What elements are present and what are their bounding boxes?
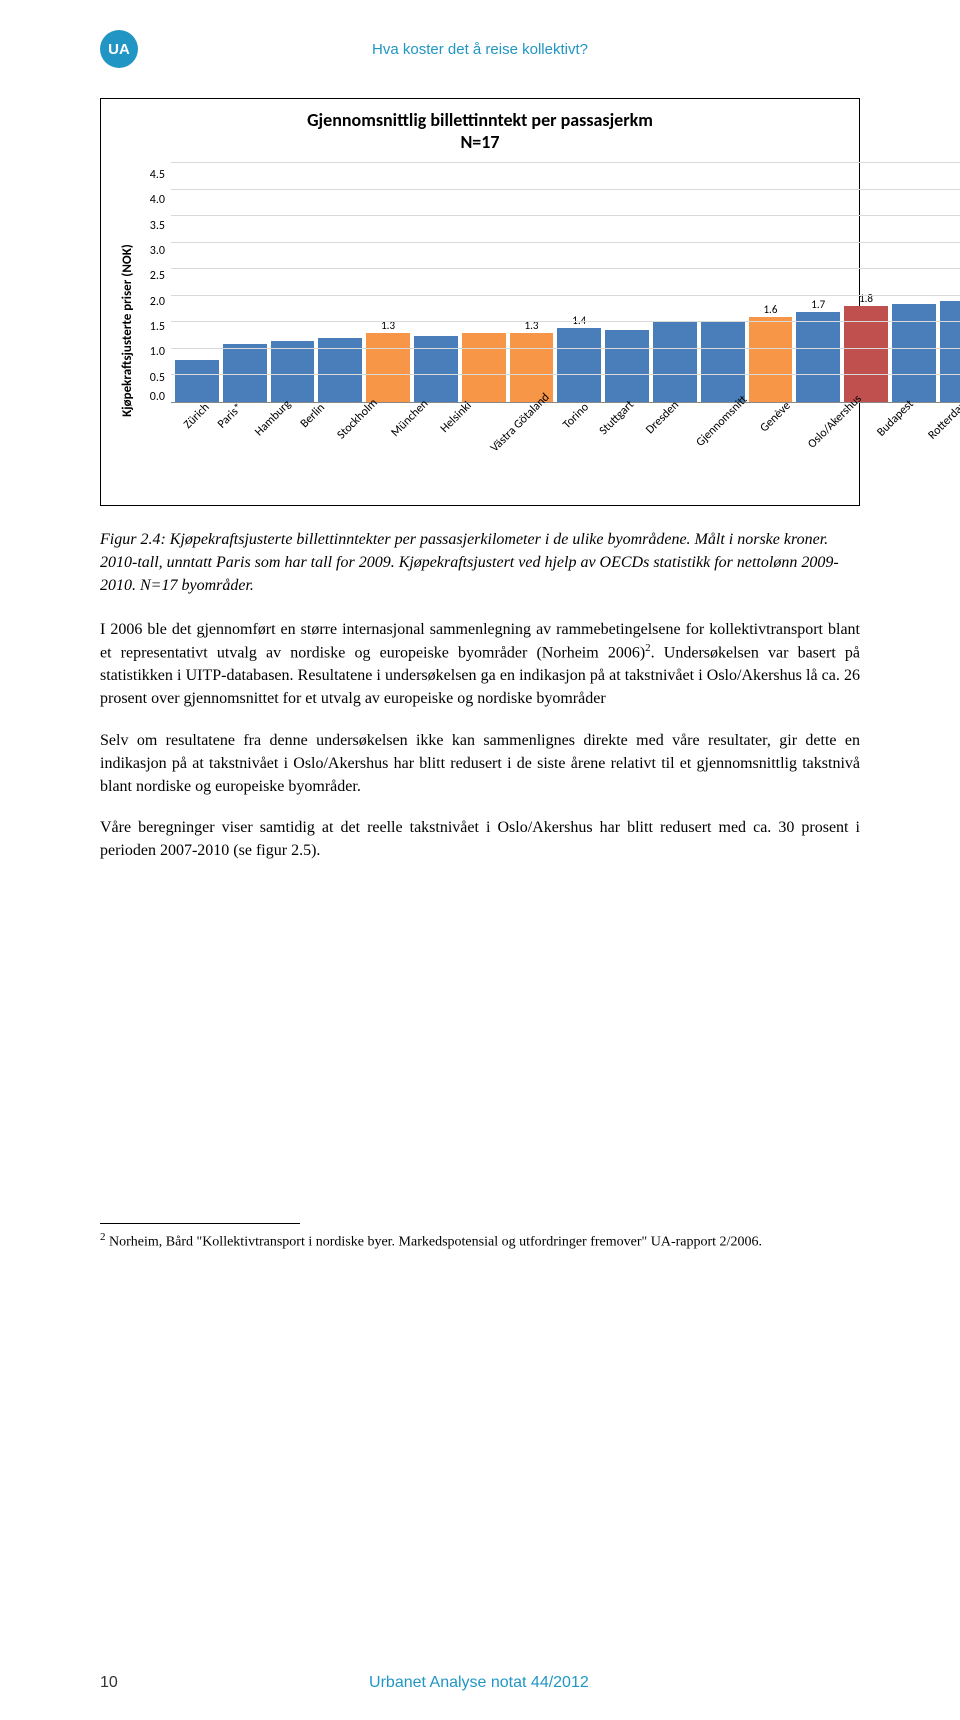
bar (701, 322, 745, 402)
bar (366, 333, 410, 402)
ytick: 4.0 (150, 194, 165, 206)
body-text: I 2006 ble det gjennomført en større int… (100, 618, 860, 863)
footnote: 2 Norheim, Bård "Kollektivtransport i no… (100, 1230, 860, 1252)
ytick: 1.0 (150, 346, 165, 358)
chart-yticks: 0.0 0.5 1.0 1.5 2.0 2.5 3.0 3.5 4.0 4.5 (139, 163, 171, 403)
page-footer: 10 Urbanet Analyse notat 44/2012 (100, 1674, 860, 1692)
bar-slot (892, 163, 936, 402)
bar-slot: 1.8 (844, 163, 888, 402)
bar (510, 333, 554, 402)
bar-slot: 1.3 (510, 163, 554, 402)
chart-container: Gjennomsnittlig billettinntekt per passa… (100, 98, 860, 506)
bar (892, 304, 936, 402)
figure-caption: Figur 2.4: Kjøpekraftsjusterte billettin… (100, 528, 860, 598)
ytick: 1.5 (150, 321, 165, 333)
bar (796, 312, 840, 402)
chart-plot-area: 1.3 1.3 1.4 1.6 1.7 1.8 (171, 163, 960, 403)
bar-slot (940, 163, 960, 402)
bar-value-label: 1.6 (763, 304, 777, 315)
bar-slot (271, 163, 315, 402)
bar-slot: 1.3 (366, 163, 410, 402)
running-title: Hva koster det å reise kollektivt? (100, 41, 860, 58)
footer-text: Urbanet Analyse notat 44/2012 (98, 1674, 860, 1692)
bar (271, 341, 315, 402)
bar (462, 333, 506, 402)
bar (653, 322, 697, 402)
ytick: 0.5 (150, 372, 165, 384)
bar-value-label: 1.7 (811, 299, 825, 310)
ytick: 4.5 (150, 169, 165, 181)
ytick: 2.0 (150, 296, 165, 308)
bar-slot (223, 163, 267, 402)
bar-slot (605, 163, 649, 402)
footnote-rule (100, 1223, 300, 1224)
bar (749, 317, 793, 402)
chart-xticks: ZürichParis*HamburgBerlinStockholmMünche… (171, 407, 960, 497)
paragraph-1: I 2006 ble det gjennomført en større int… (100, 618, 860, 711)
bar (605, 330, 649, 402)
bar (223, 344, 267, 402)
bar-slot (318, 163, 362, 402)
bar-slot (701, 163, 745, 402)
ytick: 3.5 (150, 220, 165, 232)
bar (414, 336, 458, 402)
bar-slot (175, 163, 219, 402)
bar-slot: 1.6 (749, 163, 793, 402)
bar-slot (462, 163, 506, 402)
bar-slot (414, 163, 458, 402)
chart-title: Gjennomsnittlig billettinntekt per passa… (115, 109, 845, 153)
bar (557, 328, 601, 402)
bar-value-label: 1.4 (572, 315, 586, 326)
bar (175, 360, 219, 402)
page-header: UA Hva koster det å reise kollektivt? (100, 30, 860, 68)
bar-slot (653, 163, 697, 402)
bar-slot: 1.4 (557, 163, 601, 402)
bar-slot: 1.7 (796, 163, 840, 402)
bar (940, 301, 960, 402)
ytick: 2.5 (150, 270, 165, 282)
chart-ylabel: Kjøpekraftsjusterte priser (NOK) (120, 244, 135, 417)
ytick: 0.0 (150, 391, 165, 403)
ytick: 3.0 (150, 245, 165, 257)
paragraph-3: Våre beregninger viser samtidig at det r… (100, 816, 860, 862)
paragraph-2: Selv om resultatene fra denne undersøkel… (100, 729, 860, 799)
